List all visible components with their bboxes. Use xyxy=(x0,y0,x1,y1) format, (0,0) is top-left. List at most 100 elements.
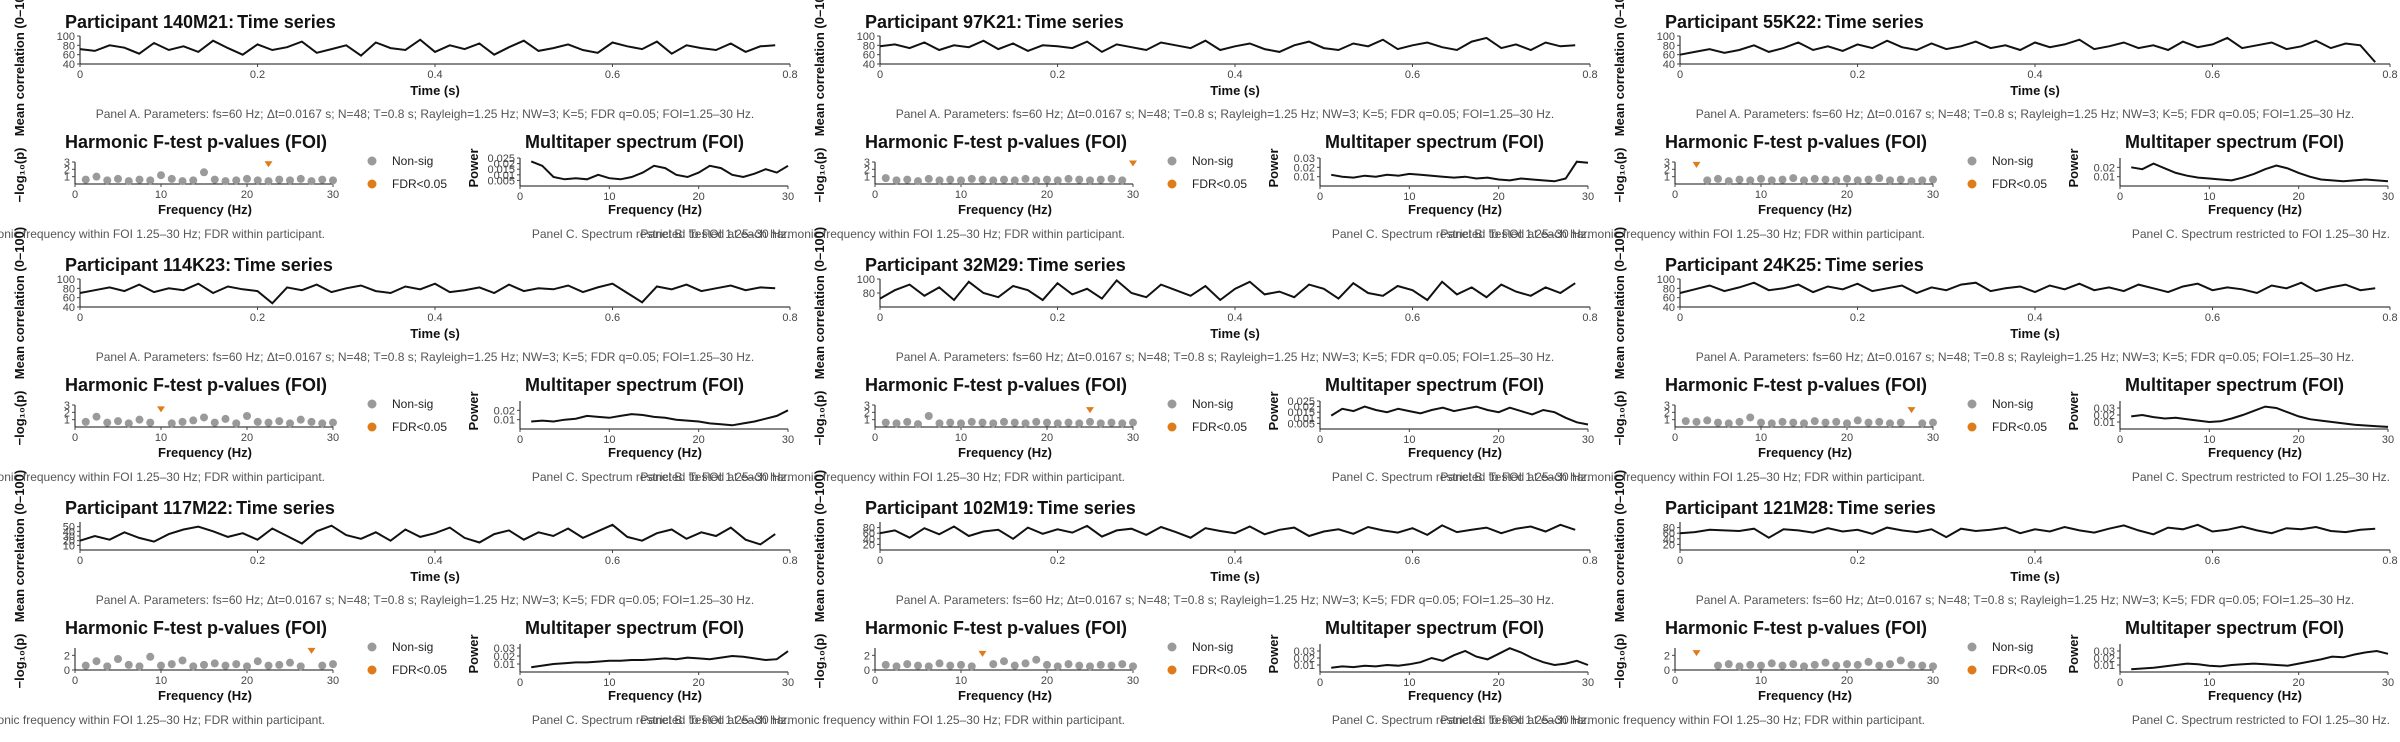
x-tick-label: 0.6 xyxy=(605,312,620,324)
nonsig-point xyxy=(914,420,922,429)
nonsig-point xyxy=(989,660,998,669)
legend-nonsig-label: Non-sig xyxy=(1992,640,2033,654)
panel-b-caption: Panel B. Tested at each harmonic frequen… xyxy=(640,227,1125,241)
spectrum-line xyxy=(1331,160,1589,183)
nonsig-point xyxy=(1810,660,1819,669)
y-tick-label: 80 xyxy=(63,40,75,52)
y-tick-label: 60 xyxy=(863,50,875,62)
nonsig-point xyxy=(286,176,294,185)
nonsig-point xyxy=(1800,419,1808,428)
nonsig-point xyxy=(914,661,922,670)
legend-nonsig-marker xyxy=(1967,642,1977,652)
nonsig-point xyxy=(1800,662,1808,671)
nonsig-point xyxy=(1064,174,1073,183)
nonsig-point xyxy=(1929,662,1937,671)
x-tick-label: 0.2 xyxy=(1850,312,1865,324)
nonsig-point xyxy=(1724,177,1733,186)
x-tick-label: 30 xyxy=(2382,434,2394,446)
x-tick-label: 20 xyxy=(1493,677,1505,689)
nonsig-point xyxy=(103,662,112,671)
y-tick-label: 1 xyxy=(64,415,70,427)
nonsig-point xyxy=(329,176,337,185)
panel-a-caption: Panel A. Parameters: fs=60 Hz; Δt=0.0167… xyxy=(1696,107,2354,121)
nonsig-point xyxy=(243,412,251,420)
harmonic-x-axis-label: Frequency (Hz) xyxy=(958,445,1052,460)
x-tick-label: 0.4 xyxy=(427,69,442,81)
x-tick-label: 30 xyxy=(1582,434,1594,446)
nonsig-point xyxy=(1000,175,1008,184)
x-tick-label: 20 xyxy=(1041,432,1053,444)
y-tick-label: 1 xyxy=(1664,172,1670,184)
nonsig-point xyxy=(1821,175,1830,184)
nonsig-point xyxy=(253,176,262,185)
x-tick-label: 0 xyxy=(1317,677,1323,689)
nonsig-point xyxy=(189,176,198,185)
x-tick-label: 0.6 xyxy=(1405,555,1420,567)
legend-sig-label: FDR<0.05 xyxy=(1192,177,1247,191)
x-tick-label: 20 xyxy=(2293,434,2305,446)
nonsig-point xyxy=(1010,661,1019,670)
time-x-axis-label: Time (s) xyxy=(2010,326,2060,341)
x-tick-label: 0.2 xyxy=(1050,69,1065,81)
y-tick-label: 0.02 xyxy=(2094,162,2115,174)
spectrum-panel-title: Multitaper spectrum (FOI) xyxy=(2125,132,2344,152)
panel-c-caption: Panel C. Spectrum restricted to FOI 1.25… xyxy=(532,227,790,241)
nonsig-point xyxy=(1886,419,1894,428)
nonsig-point xyxy=(329,418,337,427)
x-tick-label: 30 xyxy=(1927,675,1939,687)
x-tick-label: 30 xyxy=(2382,191,2394,203)
x-tick-label: 10 xyxy=(1755,675,1767,687)
y-tick-label: 2 xyxy=(864,407,870,419)
spectrum-panel-title: Multitaper spectrum (FOI) xyxy=(525,132,744,152)
panel-c-caption: Panel C. Spectrum restricted to FOI 1.25… xyxy=(2132,470,2390,484)
nonsig-point xyxy=(1757,661,1765,670)
nonsig-point xyxy=(1735,175,1744,184)
nonsig-point xyxy=(1000,657,1008,666)
y-tick-label: 40 xyxy=(1663,59,1675,71)
x-tick-label: 30 xyxy=(1927,189,1939,201)
nonsig-point xyxy=(1843,660,1851,669)
legend-sig-marker xyxy=(367,422,377,432)
nonsig-point xyxy=(1907,660,1916,669)
nonsig-point xyxy=(1789,660,1798,669)
nonsig-point xyxy=(307,417,316,426)
x-tick-label: 10 xyxy=(1403,191,1415,203)
x-tick-label: 0 xyxy=(2117,677,2123,689)
x-tick-label: 20 xyxy=(2293,191,2305,203)
x-tick-label: 0.2 xyxy=(250,555,265,567)
y-tick-label: 2 xyxy=(1664,407,1670,419)
legend-sig-marker xyxy=(1967,179,1977,189)
x-tick-label: 0 xyxy=(72,675,78,687)
time-panel-title-suffix: Time series xyxy=(1025,12,1124,32)
x-tick-label: 0 xyxy=(1672,189,1678,201)
nonsig-point xyxy=(1043,175,1051,184)
nonsig-point xyxy=(957,419,965,428)
nonsig-point xyxy=(1096,660,1105,669)
nonsig-point xyxy=(1064,418,1073,427)
y-tick-label: 0.005 xyxy=(1287,418,1315,430)
nonsig-point xyxy=(1757,174,1765,183)
legend-nonsig-label: Non-sig xyxy=(1192,640,1233,654)
nonsig-point xyxy=(924,174,933,183)
y-tick-label: 40 xyxy=(63,526,75,538)
nonsig-point xyxy=(124,660,133,669)
nonsig-point xyxy=(1907,177,1916,186)
spectrum-panel-title: Multitaper spectrum (FOI) xyxy=(2125,375,2344,395)
y-tick-label: 1 xyxy=(64,172,70,184)
nonsig-point xyxy=(221,414,230,423)
time-y-axis-label: Mean correlation (0–100) xyxy=(812,227,827,379)
y-tick-label: 100 xyxy=(857,274,875,286)
legend-sig-marker xyxy=(367,665,377,675)
x-tick-label: 0 xyxy=(1677,312,1683,324)
nonsig-point xyxy=(1864,657,1873,666)
nonsig-point xyxy=(1681,417,1690,426)
x-tick-label: 0.4 xyxy=(427,555,442,567)
time-x-axis-label: Time (s) xyxy=(410,326,460,341)
spectrum-y-axis-label: Power xyxy=(1266,391,1281,430)
nonsig-point xyxy=(1118,660,1127,669)
x-tick-label: 0.4 xyxy=(2027,69,2042,81)
x-tick-label: 0.8 xyxy=(782,69,797,81)
spectrum-y-axis-label: Power xyxy=(2066,634,2081,673)
nonsig-point xyxy=(1896,418,1905,427)
time-series-line xyxy=(1679,523,2376,539)
